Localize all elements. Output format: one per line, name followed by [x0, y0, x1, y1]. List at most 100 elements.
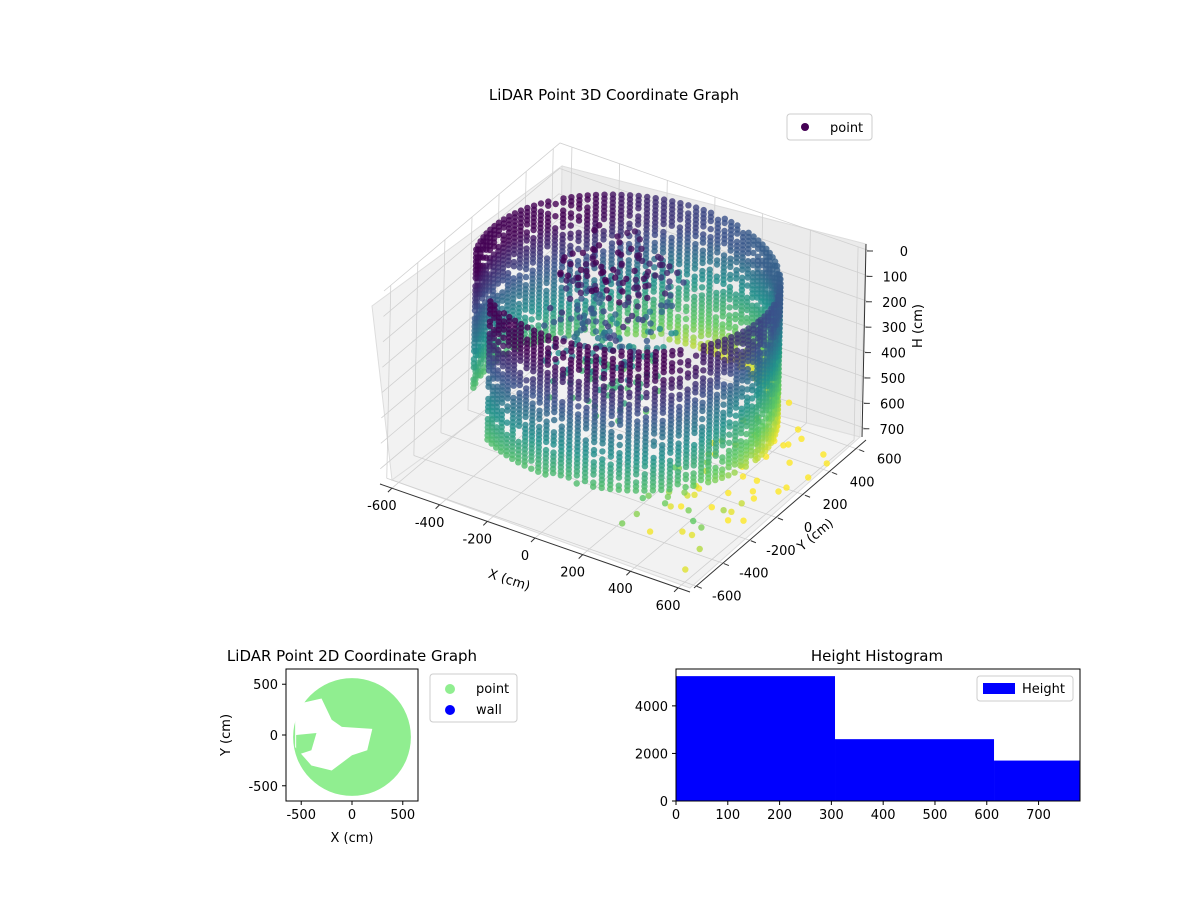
point-3d — [684, 374, 692, 381]
point-3d — [650, 442, 657, 449]
point-3d — [665, 284, 672, 291]
point-3d — [516, 381, 523, 389]
point-3d — [626, 381, 633, 388]
point-3d — [558, 276, 565, 283]
x-tick-label-3d: 600 — [656, 599, 681, 614]
point-3d — [631, 228, 639, 235]
point-3d — [582, 261, 590, 268]
point-3d — [500, 224, 507, 231]
point-3d — [697, 332, 705, 340]
point-3d — [750, 241, 757, 248]
point-3d — [669, 352, 676, 359]
point-3d — [805, 474, 812, 481]
point-3d — [568, 202, 575, 209]
point-3d — [632, 487, 640, 494]
legend-2d-marker-point — [445, 684, 455, 694]
point-3d — [642, 283, 649, 290]
point-3d — [705, 479, 712, 486]
point-3d — [749, 358, 757, 365]
point-3d — [499, 363, 507, 370]
point-3d — [725, 464, 732, 471]
point-3d — [732, 315, 739, 323]
x-axis-label-2d: X (cm) — [331, 831, 374, 846]
z-tick-label-3d: 300 — [882, 321, 907, 336]
point-3d — [600, 215, 608, 223]
y-tick-label-2d: 500 — [253, 678, 278, 693]
point-3d — [552, 356, 559, 363]
point-3d — [785, 441, 792, 448]
point-3d — [725, 472, 732, 479]
x-tick-label-3d: -400 — [415, 516, 445, 531]
point-3d — [700, 367, 707, 374]
point-3d — [608, 420, 615, 428]
point-3d — [537, 200, 545, 207]
point-3d — [738, 393, 746, 400]
point-3d — [646, 260, 653, 267]
legend-2d-marker-wall — [445, 705, 455, 715]
point-3d — [733, 258, 740, 266]
point-3d — [676, 367, 684, 374]
point-3d — [798, 435, 805, 442]
y-tick-label-3d: 600 — [877, 453, 902, 468]
point-3d — [536, 399, 543, 406]
plot-2d-title: LiDAR Point 2D Coordinate Graph — [227, 647, 477, 665]
point-3d — [726, 423, 733, 430]
point-3d — [721, 219, 728, 227]
point-3d — [634, 303, 641, 310]
point-3d — [592, 318, 600, 325]
point-3d — [503, 419, 511, 426]
point-3d — [486, 310, 494, 317]
point-3d — [495, 330, 502, 337]
point-3d — [552, 343, 559, 351]
point-3d — [523, 221, 531, 228]
point-3d — [742, 463, 749, 470]
point-3d — [732, 303, 739, 310]
point-3d — [728, 508, 735, 515]
point-3d — [628, 312, 636, 320]
point-3d — [658, 330, 665, 337]
point-3d — [499, 399, 506, 406]
point-3d — [567, 260, 574, 268]
point-3d — [555, 349, 562, 357]
point-3d — [692, 352, 700, 359]
point-3d — [536, 415, 543, 423]
point-3d — [619, 288, 626, 295]
point-3d — [550, 441, 557, 448]
y-tick-label-3d: 200 — [823, 498, 848, 513]
y-axis-label-2d: Y (cm) — [219, 714, 234, 757]
point-3d — [635, 365, 642, 372]
x-tick-3d — [578, 554, 584, 559]
point-3d — [675, 432, 682, 439]
point-3d — [719, 458, 726, 465]
point-3d — [727, 263, 734, 270]
point-3d — [725, 324, 733, 331]
point-3d — [666, 263, 673, 270]
point-3d — [738, 319, 745, 326]
point-3d — [682, 340, 689, 347]
point-3d — [712, 476, 719, 484]
point-3d — [663, 269, 671, 277]
point-2d-gap — [295, 698, 373, 771]
point-3d — [599, 440, 606, 447]
y-tick-3d — [777, 517, 784, 521]
x-axis-label-3d: X (cm) — [486, 567, 532, 595]
point-3d — [609, 315, 616, 323]
point-3d — [719, 313, 726, 320]
legend-3d-label: point — [830, 121, 863, 136]
point-3d — [510, 250, 518, 258]
point-3d — [606, 334, 614, 342]
legend-3d-box — [786, 113, 873, 141]
point-3d — [603, 287, 610, 294]
point-3d — [472, 274, 479, 282]
point-3d — [758, 298, 765, 305]
point-3d — [732, 404, 740, 411]
point-3d — [543, 438, 550, 446]
point-3d — [599, 448, 606, 455]
point-3d — [684, 362, 692, 369]
point-3d — [615, 486, 622, 493]
point-3d — [660, 368, 667, 376]
point-3d — [721, 240, 728, 247]
point-3d — [575, 217, 583, 224]
point-3d — [550, 318, 558, 326]
point-3d — [485, 367, 493, 374]
